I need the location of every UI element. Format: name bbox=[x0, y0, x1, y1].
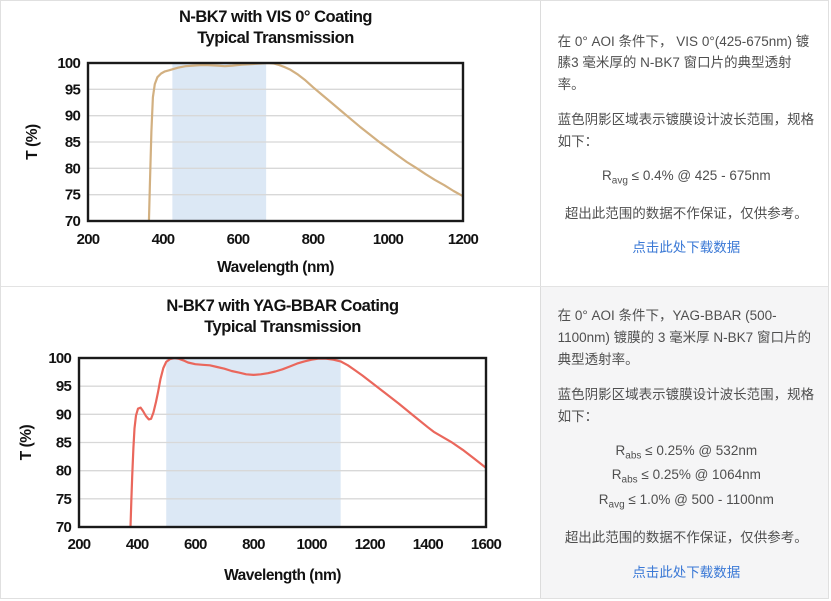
x-tick-label: 400 bbox=[152, 231, 175, 248]
y-axis-label: T (%) bbox=[18, 424, 35, 460]
x-axis-label: Wavelength (nm) bbox=[217, 259, 334, 276]
y-tick-label: 80 bbox=[56, 463, 72, 480]
chart-title: N-BK7 with YAG-BBAR Coating bbox=[166, 297, 399, 315]
y-tick-label: 70 bbox=[56, 519, 72, 536]
y-tick-label: 80 bbox=[65, 160, 81, 177]
x-tick-label: 200 bbox=[77, 231, 100, 248]
coating-description: 在 0° AOI 条件下， VIS 0°(425-675nm) 镀膆3 毫米厚的… bbox=[557, 33, 810, 93]
x-tick-label: 1000 bbox=[296, 536, 327, 553]
coating-description: 在 0° AOI 条件下，YAG-BBAR (500-1100nm) 镀膜的 3… bbox=[557, 308, 811, 368]
y-axis-label: T (%) bbox=[24, 124, 41, 160]
x-axis-label: Wavelength (nm) bbox=[224, 567, 341, 584]
chart-title: N-BK7 with VIS 0° Coating bbox=[178, 8, 373, 26]
vis-chart-cell: N-BK7 with VIS 0° Coating Typical Transm… bbox=[1, 1, 540, 286]
plot-frame bbox=[86, 61, 465, 223]
x-tick-label: 400 bbox=[126, 536, 149, 553]
chart-subtitle: Typical Transmission bbox=[197, 29, 354, 47]
y-tick-label: 85 bbox=[56, 435, 72, 452]
x-tick-label: 1000 bbox=[373, 231, 404, 248]
y-tick-label: 90 bbox=[56, 406, 72, 423]
yag-info-panel: 在 0° AOI 条件下，YAG-BBAR (500-1100nm) 镀膜的 3… bbox=[539, 287, 828, 598]
x-tick-label: 1200 bbox=[355, 536, 386, 553]
chart-subtitle: Typical Transmission bbox=[204, 318, 361, 336]
download-data-link[interactable]: 点击此处下载数据 bbox=[632, 240, 741, 256]
spec-line: Ravg ≤ 1.0% @ 500 - 1100nm bbox=[598, 492, 774, 511]
caution-note: 超出此范围的数据不作保证，仅供参考。 bbox=[564, 529, 808, 545]
y-tick-label: 100 bbox=[48, 350, 71, 367]
vis-coating-row: N-BK7 with VIS 0° Coating Typical Transm… bbox=[1, 1, 828, 286]
vis-chart-title-block: N-BK7 with VIS 0° Coating Typical Transm… bbox=[88, 7, 463, 49]
spec-line: Rabs ≤ 0.25% @ 1064nm bbox=[611, 467, 761, 487]
transmission-curve bbox=[129, 358, 486, 527]
band-note: 蓝色阴影区域表示镀膜设计波长范围，规格如下： bbox=[557, 386, 815, 424]
vis-info-panel: 在 0° AOI 条件下， VIS 0°(425-675nm) 镀膆3 毫米厚的… bbox=[539, 1, 828, 286]
x-tick-label: 1600 bbox=[471, 536, 502, 553]
y-tick-label: 75 bbox=[56, 491, 72, 508]
yag-chart-cell: N-BK7 with YAG-BBAR Coating Typical Tran… bbox=[1, 287, 540, 598]
x-tick-label: 1400 bbox=[413, 536, 444, 553]
row-divider bbox=[1, 286, 828, 287]
x-tick-label: 600 bbox=[227, 231, 250, 248]
y-tick-label: 90 bbox=[65, 108, 81, 125]
coating-specs: Ravg ≤ 0.4% @ 425 - 675nm bbox=[558, 166, 815, 191]
y-tick-label: 85 bbox=[65, 134, 81, 151]
spec-line: Rabs ≤ 0.25% @ 532nm bbox=[615, 442, 758, 462]
x-tick-label: 800 bbox=[302, 231, 325, 248]
yag-bbar-coating-row: N-BK7 with YAG-BBAR Coating Typical Tran… bbox=[1, 287, 828, 598]
x-tick-label: 1200 bbox=[448, 231, 479, 248]
y-tick-label: 75 bbox=[65, 187, 81, 204]
y-tick-label: 95 bbox=[56, 378, 72, 395]
spec-line: Ravg ≤ 0.4% @ 425 - 675nm bbox=[602, 167, 771, 187]
y-tick-label: 100 bbox=[57, 55, 80, 72]
plot-frame bbox=[77, 356, 488, 529]
coating-specs: Rabs ≤ 0.25% @ 532nm Rabs ≤ 0.25% @ 1064n… bbox=[558, 441, 815, 515]
yag-chart-title-block: N-BK7 with YAG-BBAR Coating Typical Tran… bbox=[79, 296, 486, 338]
caution-note: 超出此范围的数据不作保证，仅供参考。 bbox=[564, 205, 808, 221]
y-tick-label: 95 bbox=[65, 81, 81, 98]
download-data-link[interactable]: 点击此处下载数据 bbox=[632, 564, 741, 580]
band-note: 蓝色阴影区域表示镀膜设计波长范围，规格如下： bbox=[557, 112, 815, 150]
x-tick-label: 600 bbox=[184, 536, 207, 553]
x-tick-label: 800 bbox=[242, 536, 265, 553]
x-tick-label: 200 bbox=[68, 536, 91, 553]
y-tick-label: 70 bbox=[65, 213, 81, 230]
